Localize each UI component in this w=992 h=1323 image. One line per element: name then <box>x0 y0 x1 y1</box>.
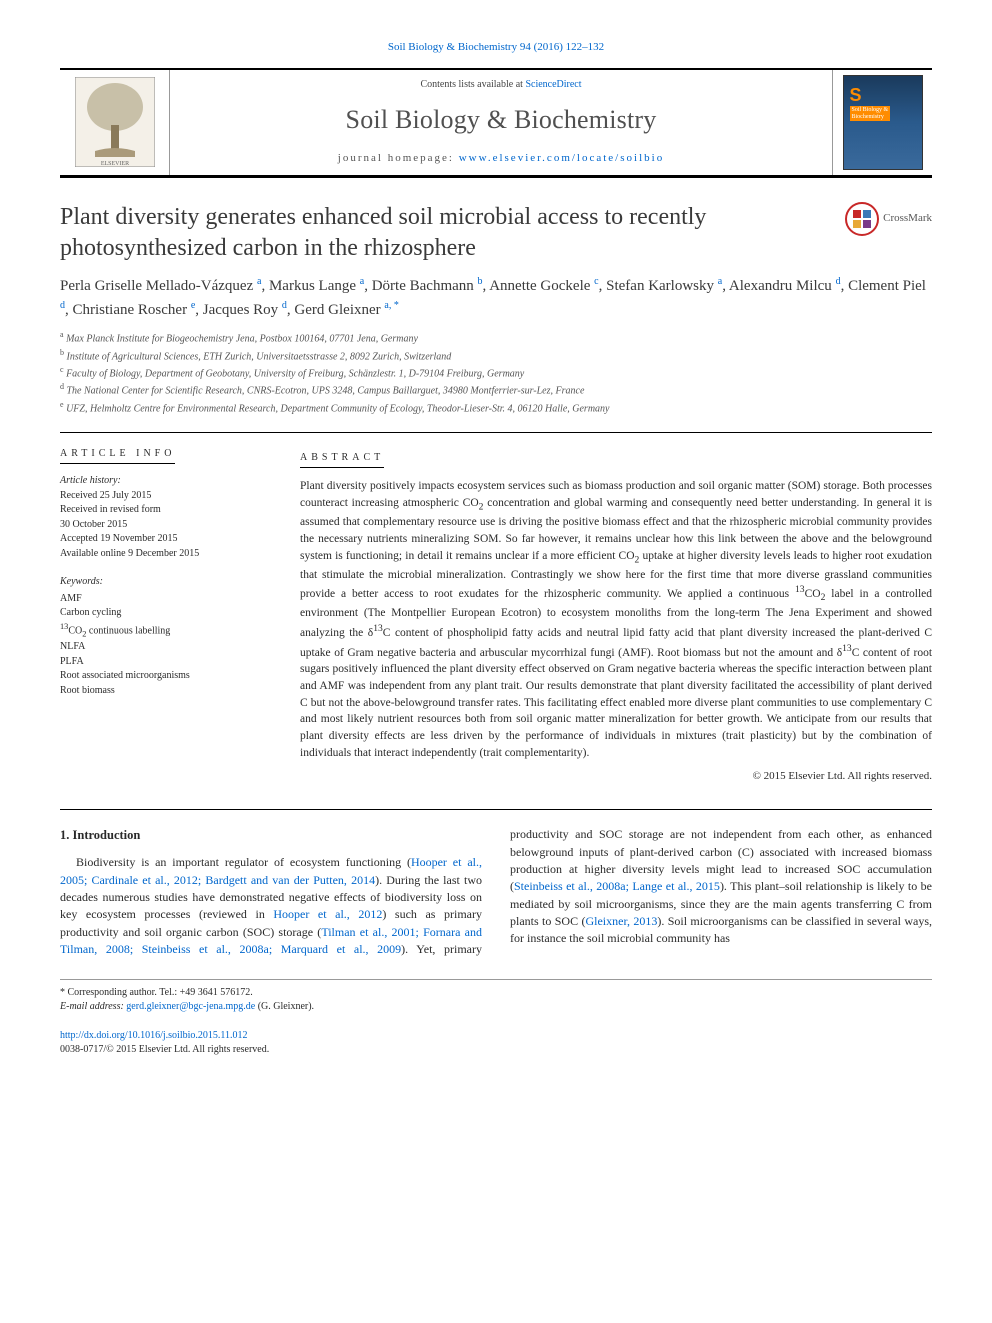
elsevier-tree-icon: ELSEVIER <box>75 77 155 167</box>
keyword-item: 13CO2 continuous labelling <box>60 621 270 640</box>
article-info-head: ARTICLE INFO <box>60 447 175 465</box>
keywords-block: Keywords: AMF Carbon cycling 13CO2 conti… <box>60 575 270 698</box>
homepage-prefix: journal homepage: <box>338 152 459 164</box>
contents-lists-line: Contents lists available at ScienceDirec… <box>182 78 820 93</box>
journal-homepage-line: journal homepage: www.elsevier.com/locat… <box>182 151 820 167</box>
copyright-line: © 2015 Elsevier Ltd. All rights reserved… <box>300 769 932 785</box>
abstract-text: Plant diversity positively impacts ecosy… <box>300 478 932 761</box>
corresponding-author: * Corresponding author. Tel.: +49 3641 5… <box>60 986 479 1015</box>
publisher-logo-cell: ELSEVIER <box>60 70 170 175</box>
crossmark-icon <box>851 208 873 230</box>
abstract-head: ABSTRACT <box>300 451 384 469</box>
email-label: E-mail address: <box>60 1001 126 1012</box>
history-online: Available online 9 December 2015 <box>60 547 270 562</box>
history-accepted: Accepted 19 November 2015 <box>60 532 270 547</box>
article-info-column: ARTICLE INFO Article history: Received 2… <box>60 447 270 785</box>
journal-reference: Soil Biology & Biochemistry 94 (2016) 12… <box>60 40 932 56</box>
page-footer: * Corresponding author. Tel.: +49 3641 5… <box>60 979 932 1058</box>
introduction-section: 1. Introduction Biodiversity is an impor… <box>60 809 932 958</box>
cover-label: Soil Biology &Biochemistry <box>850 106 891 121</box>
corr-email-link[interactable]: gerd.gleixner@bgc-jena.mpg.de <box>126 1001 255 1012</box>
history-revised1: Received in revised form <box>60 503 270 518</box>
corr-author-line: * Corresponding author. Tel.: +49 3641 5… <box>60 986 479 1001</box>
affiliation-e: e UFZ, Helmholtz Centre for Environmenta… <box>60 399 932 416</box>
abstract-column: ABSTRACT Plant diversity positively impa… <box>300 447 932 785</box>
contents-prefix: Contents lists available at <box>420 79 525 90</box>
intro-heading: 1. Introduction <box>60 826 482 844</box>
affiliation-a: a Max Planck Institute for Biogeochemist… <box>60 329 932 346</box>
article-history: Article history: Received 25 July 2015 R… <box>60 474 270 561</box>
keyword-item: Root associated microorganisms <box>60 669 270 684</box>
affiliation-d: d The National Center for Scientific Res… <box>60 381 932 398</box>
intro-paragraph: Biodiversity is an important regulator o… <box>60 826 932 958</box>
journal-cover-icon: S Soil Biology &Biochemistry <box>843 75 923 170</box>
info-abstract-row: ARTICLE INFO Article history: Received 2… <box>60 432 932 785</box>
doi-block: http://dx.doi.org/10.1016/j.soilbio.2015… <box>60 1015 932 1058</box>
keywords-label: Keywords: <box>60 575 270 590</box>
affiliation-b: b Institute of Agricultural Sciences, ET… <box>60 347 932 364</box>
crossmark-ring-icon <box>845 202 879 236</box>
history-revised2: 30 October 2015 <box>60 518 270 533</box>
keyword-item: PLFA <box>60 655 270 670</box>
keyword-item: AMF <box>60 592 270 607</box>
svg-text:ELSEVIER: ELSEVIER <box>100 161 128 167</box>
keyword-item: NLFA <box>60 640 270 655</box>
email-suffix: (G. Gleixner). <box>255 1001 314 1012</box>
journal-title: Soil Biology & Biochemistry <box>182 101 820 139</box>
crossmark-label: CrossMark <box>883 211 932 227</box>
title-row: Plant diversity generates enhanced soil … <box>60 202 932 264</box>
keyword-item: Carbon cycling <box>60 606 270 621</box>
issn-line: 0038-0717/© 2015 Elsevier Ltd. All right… <box>60 1043 932 1058</box>
history-received: Received 25 July 2015 <box>60 489 270 504</box>
article-title: Plant diversity generates enhanced soil … <box>60 202 829 264</box>
homepage-link[interactable]: www.elsevier.com/locate/soilbio <box>459 152 664 164</box>
history-label: Article history: <box>60 474 270 489</box>
authors-list: Perla Griselle Mellado-Vázquez a, Markus… <box>60 274 932 321</box>
cover-s-letter: S <box>850 82 862 108</box>
journal-header: ELSEVIER Contents lists available at Sci… <box>60 68 932 178</box>
sciencedirect-link[interactable]: ScienceDirect <box>525 79 581 90</box>
cover-thumb-cell: S Soil Biology &Biochemistry <box>832 70 932 175</box>
keyword-item: Root biomass <box>60 684 270 699</box>
intro-columns: 1. Introduction Biodiversity is an impor… <box>60 826 932 958</box>
corr-email-line: E-mail address: gerd.gleixner@bgc-jena.m… <box>60 1000 479 1015</box>
header-center: Contents lists available at ScienceDirec… <box>170 70 832 175</box>
doi-link[interactable]: http://dx.doi.org/10.1016/j.soilbio.2015… <box>60 1030 248 1041</box>
affiliations: a Max Planck Institute for Biogeochemist… <box>60 329 932 416</box>
crossmark-badge[interactable]: CrossMark <box>845 202 932 236</box>
affiliation-c: c Faculty of Biology, Department of Geob… <box>60 364 932 381</box>
